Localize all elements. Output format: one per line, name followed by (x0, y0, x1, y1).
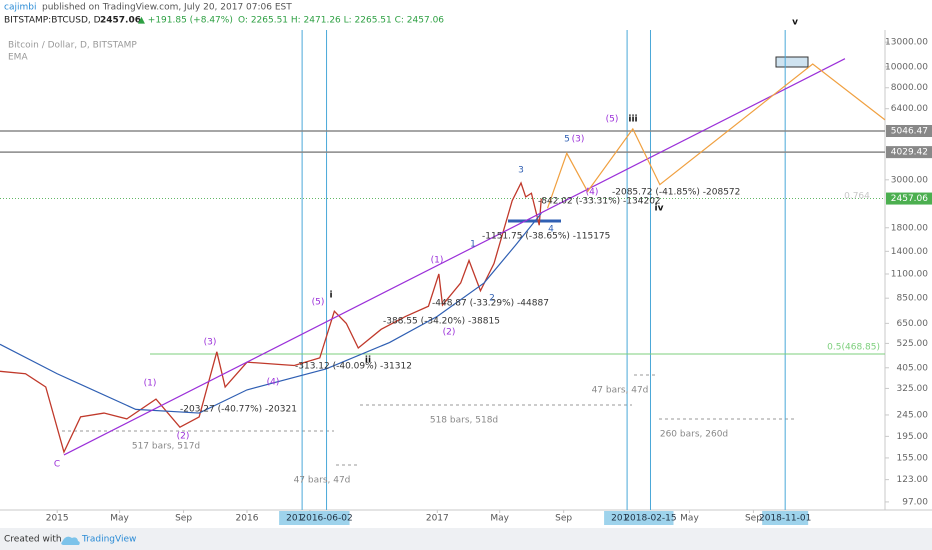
annotation: 518 bars, 518d (430, 416, 498, 426)
date-label: 2018-02-15 (624, 514, 676, 524)
annotation: 260 bars, 260d (660, 430, 728, 440)
date-label-box (627, 511, 674, 525)
x-tick-label: Sep (555, 514, 572, 524)
y-tick-label: 525.00 (897, 339, 929, 349)
y-tick-label: 13000.00 (885, 38, 928, 48)
ohlc: O: 2265.51 H: 2471.26 L: 2265.51 C: 2457… (238, 16, 444, 26)
annotation: -313.12 (-40.09%) -31312 (295, 362, 412, 372)
series-line (546, 63, 886, 209)
fib-label: 0.5(468.85) (827, 343, 880, 353)
price-label: 5046.47 (891, 126, 928, 136)
annotation: (1) (144, 379, 157, 389)
y-tick-label: 97.00 (902, 497, 928, 507)
annotation: ii (365, 356, 371, 366)
footer-created: Created with (4, 535, 62, 545)
annotation: -2085.72 (-41.85%) -208572 (612, 188, 740, 198)
price-label: 2457.06 (891, 194, 928, 204)
annotation: (2) (177, 432, 190, 442)
author[interactable]: cajimbi (4, 3, 36, 13)
y-tick-label: 1400.00 (891, 247, 928, 257)
y-tick-label: 6400.00 (891, 104, 928, 114)
annotation: iii (628, 115, 637, 125)
series-line (63, 58, 846, 456)
annotation: -1151.75 (-38.65%) -115175 (482, 232, 610, 242)
annotation: (4) (586, 188, 599, 198)
annotation: C (54, 460, 60, 470)
annotation: (2) (443, 328, 456, 338)
annotation: (3) (572, 135, 585, 145)
chart-title: Bitcoin / Dollar, D, BITSTAMP (8, 41, 137, 51)
x-tick-label: Sep (745, 514, 762, 524)
measure-guides (62, 374, 795, 466)
x-tick-label: May (490, 514, 509, 524)
annotation: (5) (312, 298, 325, 308)
annotation: (1) (431, 256, 444, 266)
x-tick-label: 2015 (46, 514, 69, 524)
date-label: 2018-11-01 (759, 514, 811, 524)
date-label-box (762, 511, 809, 525)
annotation: 4 (548, 225, 554, 235)
y-tick-label: 10000.00 (885, 62, 928, 72)
published: published on TradingView.com, July 20, 2… (42, 3, 292, 13)
series-line (0, 212, 542, 414)
annotation: 2 (489, 294, 495, 304)
annotation: 517 bars, 517d (132, 442, 200, 452)
price-label-box (886, 124, 932, 137)
y-tick-label: 123.00 (897, 475, 929, 485)
annotation: -842.02 (-33.31%) -134202 (538, 197, 661, 207)
x-tick-label: 2016 (236, 514, 259, 524)
symbol: BITSTAMP:BTCUSD, D (4, 16, 101, 26)
y-tick-label: 245.00 (897, 410, 929, 420)
annotation: 0.764 (844, 192, 870, 202)
annotation: 47 bars, 47d (294, 476, 351, 486)
annotation: -203.27 (-40.77%) -20321 (180, 405, 297, 415)
change: ▲ +191.85 (+8.47%) (138, 16, 233, 26)
price-label-box (886, 146, 932, 159)
last-price: 2457.06 (100, 16, 141, 26)
annotation: -388.55 (-34.20%) -38815 (383, 317, 500, 327)
date-label: 2016-0 (286, 514, 318, 524)
annotation: (3) (204, 338, 217, 348)
annotation: iv (655, 204, 664, 214)
annotation: -448.87 (-33.29%) -44887 (432, 299, 549, 309)
indicator-label: EMA (8, 53, 28, 63)
annotation: 5 (564, 135, 570, 145)
annotation: 3 (518, 166, 524, 176)
date-label: 2018-0 (611, 514, 643, 524)
x-tick-label: May (680, 514, 699, 524)
date-label-box (303, 511, 350, 525)
annotation: (5) (606, 115, 619, 125)
footer-bar (0, 528, 932, 550)
annotation: 47 bars, 47d (592, 386, 649, 396)
y-tick-label: 325.00 (897, 384, 929, 394)
footer-brand[interactable]: TradingView (81, 535, 136, 545)
annotation: i (329, 291, 332, 301)
y-tick-label: 155.00 (897, 453, 929, 463)
date-label: 2016-06-02 (300, 514, 352, 524)
y-tick-label: 405.00 (897, 363, 929, 373)
x-tick-label: May (110, 514, 129, 524)
annotation: v (792, 18, 798, 28)
cloud-icon (61, 536, 80, 545)
x-tick-label: Sep (175, 514, 192, 524)
y-tick-label: 1800.00 (891, 223, 928, 233)
price-label: 4029.42 (891, 148, 928, 158)
annotation: (4) (267, 378, 280, 388)
target-box (775, 56, 809, 68)
x-tick-label: 2017 (426, 514, 449, 524)
y-tick-label: 650.00 (897, 319, 929, 329)
y-tick-label: 8000.00 (891, 83, 928, 93)
y-tick-label: 1100.00 (891, 269, 928, 279)
price-label-box (886, 192, 932, 205)
annotation: 1 (470, 240, 476, 250)
y-tick-label: 850.00 (897, 294, 929, 304)
y-tick-label: 195.00 (897, 432, 929, 442)
y-tick-label: 3000.00 (891, 175, 928, 185)
